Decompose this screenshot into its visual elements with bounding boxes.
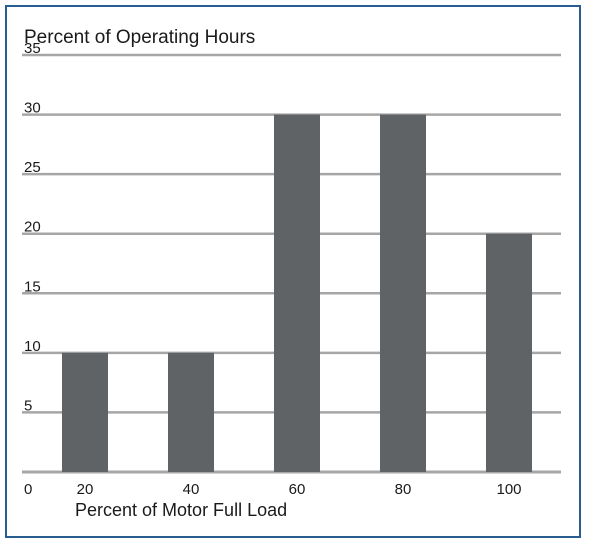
chart-title: Percent of Operating Hours <box>24 27 255 48</box>
bar-40 <box>168 352 214 472</box>
bar-60 <box>274 114 320 473</box>
y-tick-label: 35 <box>24 40 41 57</box>
y-tick-label: 15 <box>24 278 41 295</box>
y-tick-label: 25 <box>24 159 41 176</box>
bars <box>62 114 532 473</box>
bar-100 <box>486 233 532 472</box>
x-tick-label: 40 <box>183 481 200 498</box>
y-tick-labels: 0 5 10 15 20 25 30 35 <box>24 40 41 498</box>
y-tick-label: 20 <box>24 219 41 236</box>
x-tick-label: 60 <box>289 481 306 498</box>
x-tick-labels: 20 40 60 80 100 <box>77 481 522 498</box>
bar-80 <box>380 114 426 473</box>
y-tick-label: 10 <box>24 338 41 355</box>
x-tick-label: 20 <box>77 481 94 498</box>
y-tick-label: 0 <box>24 481 32 498</box>
y-tick-label: 30 <box>24 100 41 117</box>
bar-20 <box>62 352 108 472</box>
x-tick-label: 100 <box>496 481 521 498</box>
x-axis-label: Percent of Motor Full Load <box>75 500 287 520</box>
y-tick-label: 5 <box>24 397 32 414</box>
x-tick-label: 80 <box>395 481 412 498</box>
